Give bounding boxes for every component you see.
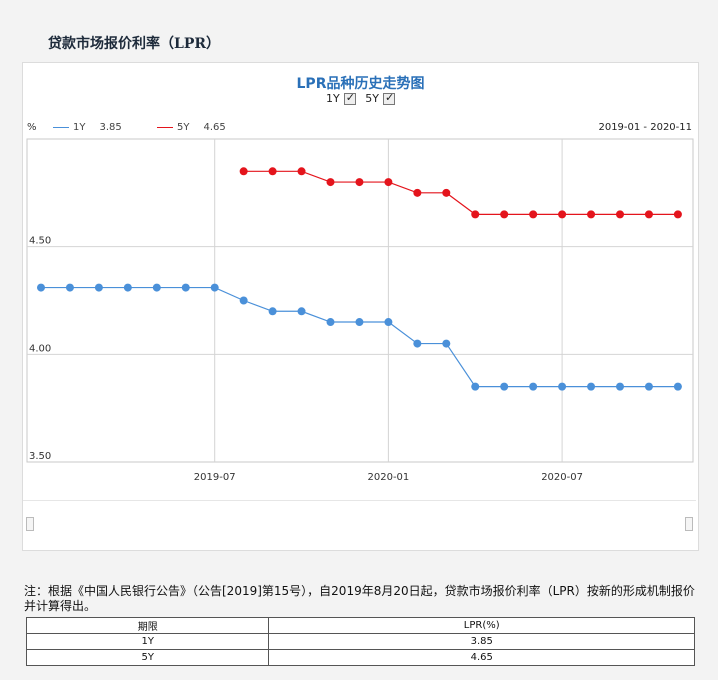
chart-panel: LPR品种历史走势图 1Y 5Y % 1Y 3.85 5Y 4.65 2019-… xyxy=(22,62,699,551)
plot-area: 4.50 4.00 3.50 2019-07 2020-01 2020-07 xyxy=(26,138,694,483)
toggle-5y-checkbox[interactable] xyxy=(382,91,395,105)
data-point-1y[interactable] xyxy=(37,283,45,292)
data-point-5y[interactable] xyxy=(500,210,509,219)
data-point-5y[interactable] xyxy=(558,210,567,219)
plot-frame xyxy=(26,138,694,463)
data-point-1y[interactable] xyxy=(94,283,103,292)
data-point-1y[interactable] xyxy=(123,283,132,292)
y-tick-label: 3.50 xyxy=(29,451,51,462)
data-point-5y[interactable] xyxy=(616,210,624,219)
series-toggles: 1Y 5Y xyxy=(23,91,698,105)
page-title: 贷款市场报价利率（LPR） xyxy=(48,36,221,52)
legend-label-1y: 1Y xyxy=(73,122,86,133)
data-point-1y[interactable] xyxy=(587,382,596,391)
data-point-1y[interactable] xyxy=(529,382,538,391)
y-tick-label: 4.50 xyxy=(29,236,51,247)
table-row: 5Y 4.65 xyxy=(25,649,695,666)
table-header-row: 期限 LPR(%) xyxy=(25,617,695,634)
table-cell-rate: 3.85 xyxy=(268,633,695,650)
toggle-1y[interactable]: 1Y xyxy=(326,91,356,105)
range-navigator[interactable] xyxy=(23,500,696,549)
unit-label: % xyxy=(27,122,37,133)
x-tick-label: 2019-07 xyxy=(194,472,236,483)
data-point-1y[interactable] xyxy=(616,382,624,391)
chart-title: LPR品种历史走势图 xyxy=(296,76,425,92)
data-point-1y[interactable] xyxy=(442,339,451,348)
y-tick-label: 4.00 xyxy=(29,343,51,354)
table-cell-rate: 4.65 xyxy=(268,649,695,666)
data-point-1y[interactable] xyxy=(326,318,335,327)
table-cell-term: 5Y xyxy=(25,649,270,666)
x-tick-label: 2020-01 xyxy=(368,472,410,483)
data-point-1y[interactable] xyxy=(268,307,277,316)
table-cell-term: 1Y xyxy=(25,633,270,650)
legend-item-1y[interactable]: 1Y 3.85 xyxy=(53,122,122,133)
lpr-table: 期限 LPR(%) 1Y 3.85 5Y 4.65 xyxy=(25,617,695,666)
toggle-1y-label: 1Y xyxy=(326,92,340,105)
data-point-1y[interactable] xyxy=(152,283,161,292)
legend-item-5y[interactable]: 5Y 4.65 xyxy=(157,122,226,133)
data-point-1y[interactable] xyxy=(673,382,682,391)
table-row: 1Y 3.85 xyxy=(25,633,695,650)
data-point-5y[interactable] xyxy=(471,210,480,219)
data-point-5y[interactable] xyxy=(529,210,538,219)
legend-label-5y: 5Y xyxy=(177,122,190,133)
data-point-5y[interactable] xyxy=(673,210,682,219)
legend-swatch-5y xyxy=(157,127,173,128)
data-point-5y[interactable] xyxy=(442,188,451,197)
data-point-1y[interactable] xyxy=(384,318,393,327)
data-point-1y[interactable] xyxy=(471,382,480,391)
data-point-1y[interactable] xyxy=(413,339,422,348)
data-point-5y[interactable] xyxy=(644,210,653,219)
toggle-5y[interactable]: 5Y xyxy=(365,91,395,105)
legend-value-1y: 3.85 xyxy=(99,122,122,133)
data-point-5y[interactable] xyxy=(297,167,306,176)
data-point-1y[interactable] xyxy=(558,382,567,391)
toggle-1y-checkbox[interactable] xyxy=(343,91,356,105)
data-point-1y[interactable] xyxy=(239,296,248,305)
data-point-1y[interactable] xyxy=(297,307,306,316)
data-point-5y[interactable] xyxy=(587,210,596,219)
data-point-5y[interactable] xyxy=(326,178,335,187)
x-tick-label: 2020-07 xyxy=(541,472,583,483)
data-point-5y[interactable] xyxy=(268,167,277,176)
data-point-1y[interactable] xyxy=(644,382,653,391)
data-point-5y[interactable] xyxy=(413,188,422,197)
data-point-5y[interactable] xyxy=(355,178,364,187)
data-point-1y[interactable] xyxy=(65,283,74,292)
legend-swatch-1y xyxy=(53,127,69,128)
footnote: 注：根据《中国人民银行公告》（公告[2019]第15号），自2019年8月20日… xyxy=(24,584,695,613)
data-point-1y[interactable] xyxy=(355,318,364,327)
legend-value-5y: 4.65 xyxy=(203,122,226,133)
data-point-1y[interactable] xyxy=(181,283,190,292)
data-point-5y[interactable] xyxy=(384,178,393,187)
range-handle-left[interactable] xyxy=(26,517,34,531)
data-point-5y[interactable] xyxy=(239,167,248,176)
table-header-rate: LPR(%) xyxy=(268,617,695,634)
data-point-1y[interactable] xyxy=(210,283,219,292)
toggle-5y-label: 5Y xyxy=(365,92,379,105)
date-range: 2019-01 - 2020-11 xyxy=(598,122,692,133)
table-header-term: 期限 xyxy=(25,617,270,634)
series-line-5y xyxy=(243,170,678,215)
range-handle-right[interactable] xyxy=(685,517,693,531)
data-point-1y[interactable] xyxy=(500,382,509,391)
